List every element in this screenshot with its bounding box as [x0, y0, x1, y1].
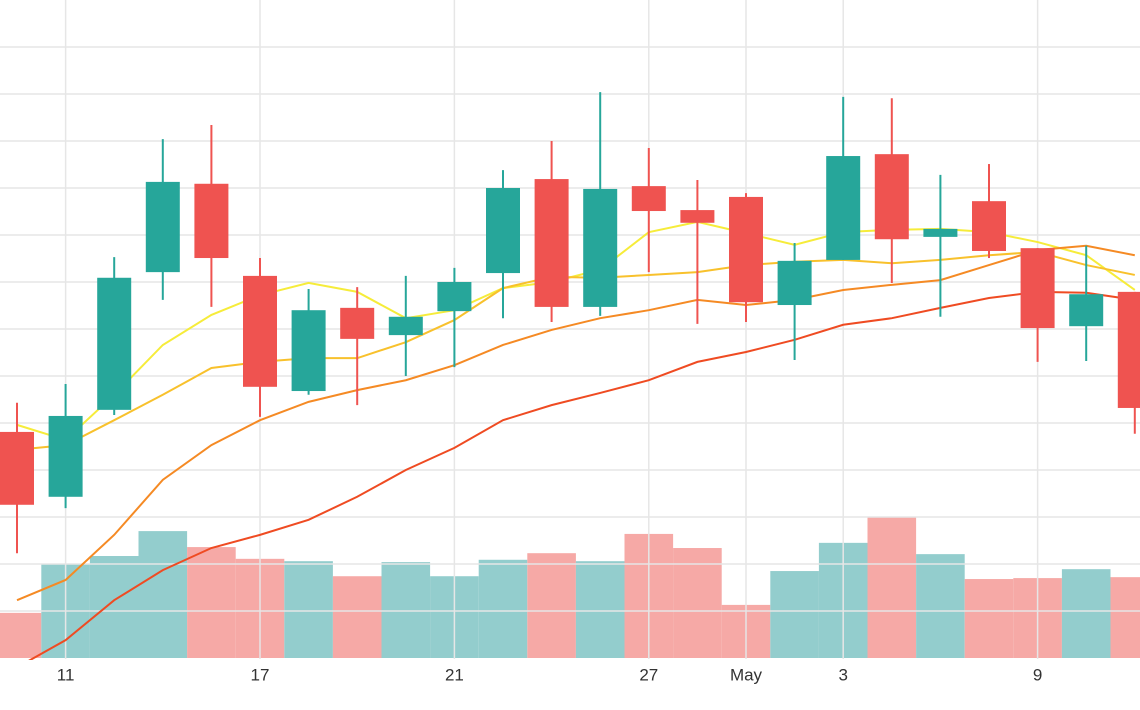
candle-body	[972, 201, 1006, 251]
volume-bar	[332, 576, 382, 658]
candle-body	[680, 210, 715, 223]
candle-body	[194, 183, 229, 259]
x-tick-label: May	[730, 665, 763, 684]
candle-body	[340, 307, 375, 339]
volume-bar	[673, 548, 722, 658]
volume-bar	[284, 561, 333, 658]
volume-bar	[0, 612, 42, 658]
volume-bar	[527, 553, 576, 658]
candle-body	[583, 188, 618, 307]
moving-average	[28, 290, 1135, 660]
candle-body	[97, 277, 132, 410]
candle-body	[1020, 248, 1055, 329]
candle-body	[826, 156, 861, 260]
candle-body	[437, 282, 472, 312]
volume-layer	[0, 517, 1140, 658]
candle-body	[631, 186, 666, 212]
x-tick-label: 9	[1033, 665, 1042, 684]
moving-average	[16, 250, 1135, 451]
candle-body	[777, 260, 812, 306]
volume-bar	[1110, 577, 1140, 658]
candle-body	[1069, 294, 1104, 327]
volume-bar	[575, 561, 625, 658]
grid-layer	[0, 0, 1140, 661]
candle-body	[729, 196, 763, 303]
x-tick-label: 21	[445, 665, 464, 684]
ma-layer	[16, 220, 1136, 660]
x-tick-label: 27	[639, 665, 658, 684]
candle-body	[145, 181, 180, 273]
volume-bar	[867, 517, 917, 658]
moving-average	[16, 244, 1135, 602]
volume-bar	[89, 556, 139, 658]
moving-average	[16, 220, 1136, 442]
volume-bar	[1061, 569, 1111, 658]
x-tick-label: 3	[838, 665, 847, 684]
volume-bar	[187, 547, 236, 658]
volume-bar	[916, 554, 965, 658]
candle-body	[48, 415, 83, 497]
volume-bar	[478, 559, 528, 658]
candle-body	[388, 316, 423, 336]
candle-layer	[0, 92, 1140, 554]
label-layer: 11 17 21 27 May 3 9	[57, 665, 1043, 684]
candle-body	[923, 228, 958, 237]
volume-bar	[381, 562, 431, 658]
candle-body	[0, 431, 34, 505]
candle-body	[874, 154, 909, 240]
candle-body	[243, 275, 277, 387]
candle-body	[534, 179, 569, 307]
x-tick-label: 11	[57, 665, 75, 684]
candle-body	[1117, 291, 1140, 408]
volume-bar	[964, 579, 1014, 658]
volume-bar	[138, 531, 188, 658]
volume-bar	[770, 571, 819, 658]
candle-body	[486, 188, 520, 274]
candle-body	[291, 310, 326, 392]
x-tick-label: 17	[251, 665, 270, 684]
